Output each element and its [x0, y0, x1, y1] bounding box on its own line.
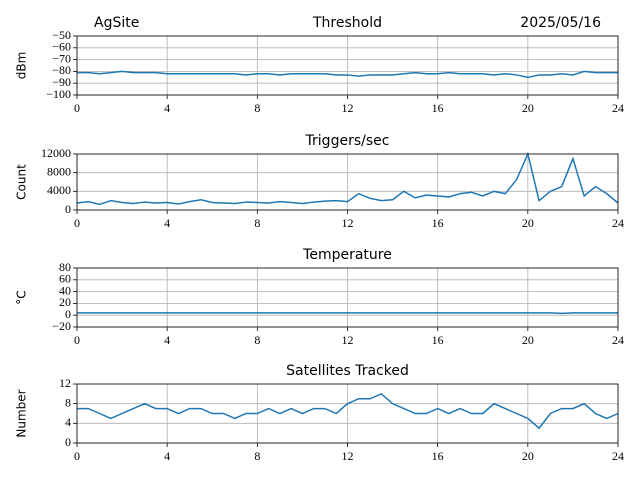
date-label: 2025/05/16: [520, 15, 601, 31]
x-tick-label: 8: [254, 216, 260, 230]
y-axis-label: dBm: [15, 52, 29, 80]
y-tick-label: 20: [59, 295, 71, 309]
x-tick-label: 16: [432, 101, 444, 115]
x-tick-label: 20: [522, 216, 534, 230]
x-tick-label: 0: [74, 333, 80, 347]
x-tick-label: 8: [254, 333, 260, 347]
y-axis-label: Count: [15, 164, 29, 200]
x-tick-label: 24: [612, 216, 624, 230]
x-tick-label: 24: [612, 101, 624, 115]
y-tick-label: −100: [46, 87, 71, 101]
y-tick-label: −90: [52, 75, 71, 89]
x-tick-label: 20: [522, 333, 534, 347]
y-tick-label: 0: [65, 307, 71, 321]
y-axis-label: °C: [15, 290, 29, 304]
x-tick-label: 16: [432, 449, 444, 463]
y-tick-label: −50: [52, 28, 71, 42]
x-tick-label: 12: [342, 216, 354, 230]
axes-frame: [76, 153, 619, 211]
chart-title: Satellites Tracked: [286, 363, 409, 379]
data-line: [77, 312, 618, 315]
data-line: [77, 392, 619, 430]
x-tick-label: 24: [612, 333, 624, 347]
x-tick-label: 24: [612, 449, 624, 463]
x-tick-label: 0: [74, 216, 80, 230]
x-tick-label: 16: [432, 333, 444, 347]
x-tick-label: 4: [164, 101, 170, 115]
y-tick-label: −80: [52, 63, 71, 77]
x-tick-label: 4: [164, 333, 170, 347]
chart-title: Triggers/sec: [305, 133, 390, 149]
y-tick-label: 40: [59, 283, 71, 297]
x-tick-label: 8: [254, 449, 260, 463]
y-tick-label: −20: [52, 319, 71, 333]
y-tick-label: 12000: [41, 146, 71, 160]
x-tick-label: 20: [522, 101, 534, 115]
y-tick-label: 12: [59, 376, 71, 390]
x-tick-label: 12: [342, 333, 354, 347]
x-tick-label: 0: [74, 101, 80, 115]
y-tick-label: 60: [59, 272, 71, 286]
axes-frame: [76, 267, 619, 328]
chart-title: Temperature: [302, 247, 392, 263]
y-tick-label: −70: [52, 51, 71, 65]
data-line: [77, 70, 618, 79]
y-tick-label: 8: [65, 395, 71, 409]
x-tick-label: 12: [342, 101, 354, 115]
x-tick-label: 8: [254, 101, 260, 115]
y-tick-label: −60: [52, 40, 71, 54]
y-tick-label: 0: [65, 202, 71, 216]
x-tick-label: 20: [522, 449, 534, 463]
axes-frame: [76, 35, 619, 96]
x-tick-label: 16: [432, 216, 444, 230]
axes-frame: [76, 383, 619, 444]
y-tick-label: 4000: [47, 183, 71, 197]
chart-title: Threshold: [312, 15, 382, 31]
y-tick-label: 4: [65, 415, 71, 429]
x-tick-label: 4: [164, 216, 170, 230]
y-axis-label: Number: [15, 389, 29, 437]
y-tick-label: 8000: [47, 164, 71, 178]
site-label: AgSite: [94, 15, 139, 31]
x-tick-label: 4: [164, 449, 170, 463]
y-tick-label: 80: [59, 260, 71, 274]
x-tick-label: 0: [74, 449, 80, 463]
x-tick-label: 12: [342, 449, 354, 463]
y-tick-label: 0: [65, 435, 71, 449]
